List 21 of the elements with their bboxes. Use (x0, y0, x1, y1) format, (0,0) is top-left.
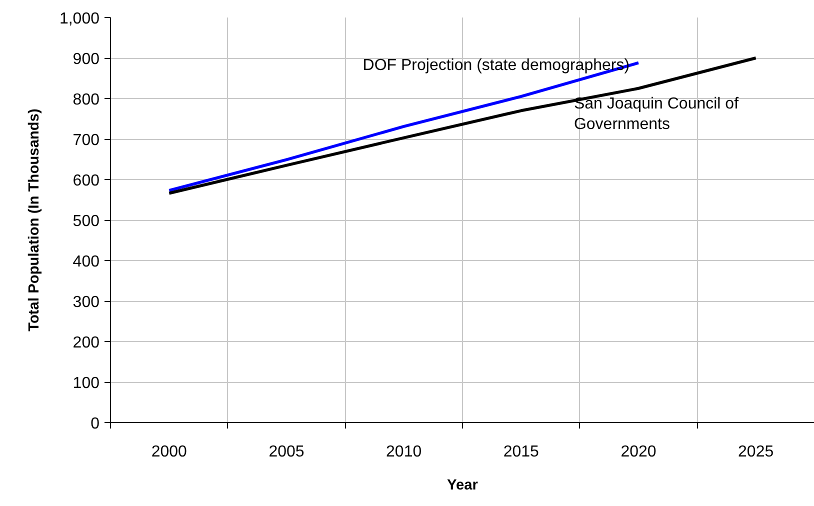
x-axis-title: Year (447, 478, 478, 494)
x-tick-label: 2005 (268, 444, 304, 460)
series-label: DOF Projection (state demographers) (362, 57, 630, 74)
y-tick-label: 800 (72, 92, 100, 108)
y-tick-label: 0 (90, 416, 100, 432)
y-tick-label: 600 (72, 172, 100, 190)
x-tick-label: 2025 (738, 444, 774, 460)
x-tick-label: 2010 (386, 444, 422, 460)
x-tick-label: 2020 (620, 444, 656, 460)
x-tick-label: 2015 (503, 444, 540, 460)
y-tick-label: 400 (72, 254, 100, 270)
y-tick-label: 900 (72, 51, 100, 68)
x-tick-label: 2000 (151, 444, 188, 460)
y-tick-label: 1,000 (59, 10, 100, 28)
y-tick-label: 500 (72, 213, 100, 230)
y-tick-label: 200 (72, 334, 100, 352)
y-axis-title: Total Population (In Thousands) (26, 108, 42, 332)
y-tick-label: 100 (72, 375, 100, 392)
y-tick-label: 300 (72, 294, 100, 311)
y-tick-label: 700 (72, 132, 100, 149)
line-series (168, 56, 758, 195)
